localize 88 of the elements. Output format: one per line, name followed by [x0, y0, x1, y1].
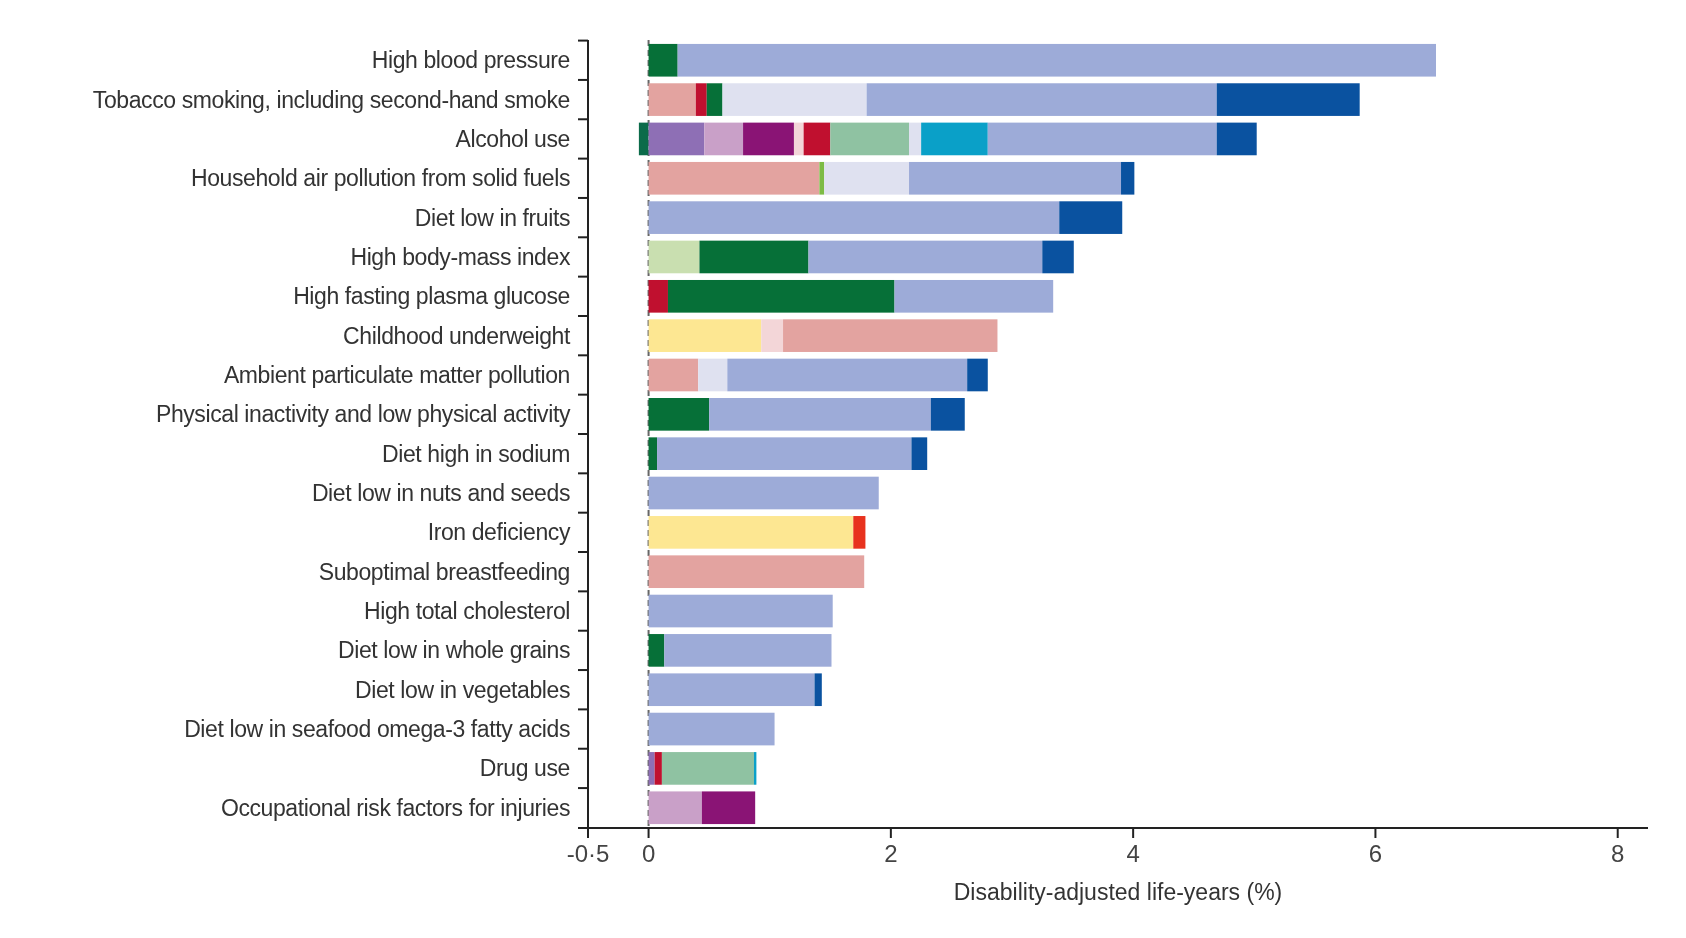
bar: [824, 161, 910, 195]
bar: [987, 122, 1217, 156]
y-tick-label: Tobacco smoking, including second-hand smoke: [92, 86, 570, 113]
y-tick-label: Childhood underweight: [343, 322, 571, 349]
bar: [706, 83, 723, 116]
y-tick-label: Alcohol use: [455, 125, 570, 152]
bar: [701, 791, 756, 825]
bar: [648, 712, 775, 746]
bar: [648, 476, 879, 510]
bar: [648, 161, 820, 195]
bar: [727, 358, 968, 392]
bar: [967, 358, 988, 392]
bar: [648, 516, 854, 549]
bar: [648, 279, 668, 313]
bar: [667, 279, 895, 313]
bar: [921, 122, 988, 156]
bar: [648, 201, 1060, 234]
bar: [695, 83, 707, 116]
bar: [648, 555, 865, 589]
bar: [793, 122, 804, 156]
y-tick-label: Diet low in nuts and seeds: [311, 480, 570, 507]
y-tick-label: Diet low in whole grains: [337, 637, 570, 664]
bar: [894, 279, 1054, 313]
y-tick-label: Diet low in fruits: [414, 204, 570, 231]
x-tick-label: 4: [1126, 840, 1140, 867]
y-tick-label: High fasting plasma glucose: [293, 283, 570, 310]
bar: [648, 791, 702, 825]
bar: [648, 240, 700, 274]
y-tick-label: High total cholesterol: [364, 598, 570, 625]
bar: [648, 673, 815, 707]
bar: [808, 240, 1043, 274]
y-tick-label: Diet low in seafood omega-3 fatty acids: [184, 716, 570, 743]
y-tick-label: High body-mass index: [350, 244, 571, 271]
bar: [648, 43, 678, 77]
x-tick-label: 2: [884, 840, 898, 867]
bar: [853, 516, 866, 549]
bar: [648, 358, 699, 392]
y-tick-label: Occupational risk factors for injuries: [220, 794, 570, 821]
x-axis-title: Disability-adjusted life-years (%): [953, 879, 1283, 905]
bar: [664, 634, 832, 667]
bar: [909, 161, 1122, 195]
bar: [830, 122, 910, 156]
x-tick-label: 8: [1611, 840, 1625, 867]
y-tick-label: Physical inactivity and low physical activity: [155, 401, 571, 428]
bar: [761, 319, 784, 352]
bar: [814, 673, 822, 707]
bar: [909, 122, 922, 156]
bar: [657, 437, 912, 470]
bar: [648, 398, 710, 431]
bar: [654, 752, 662, 785]
bar: [1121, 161, 1135, 195]
bar: [677, 43, 1436, 77]
bar: [743, 122, 794, 156]
bar: [709, 398, 931, 431]
bar: [648, 634, 665, 667]
bar: [930, 398, 965, 431]
bar: [648, 594, 833, 628]
bar: [803, 122, 831, 156]
y-tick-label: Household air pollution from solid fuels: [190, 165, 570, 192]
x-tick-label: -0·5: [566, 840, 610, 867]
bar: [722, 83, 867, 116]
bar: [1216, 83, 1360, 116]
x-tick-label: 0: [641, 840, 656, 867]
y-tick-label: High blood pressure: [371, 47, 570, 74]
y-tick-label: Iron deficiency: [427, 519, 571, 546]
bar: [638, 122, 649, 156]
x-tick-label: 6: [1368, 840, 1383, 867]
y-tick-label: Suboptimal breastfeeding: [318, 558, 570, 585]
bar: [648, 122, 705, 156]
bar: [1059, 201, 1123, 234]
bar: [698, 358, 728, 392]
y-tick-label: Diet low in vegetables: [355, 676, 570, 703]
bar: [1042, 240, 1074, 274]
bar: [648, 752, 655, 785]
bar: [1216, 122, 1257, 156]
bar: [699, 240, 809, 274]
bar: [704, 122, 744, 156]
bar: [783, 319, 998, 352]
bar: [648, 437, 658, 470]
bar: [648, 319, 762, 352]
bar: [911, 437, 928, 470]
bar: [661, 752, 754, 785]
y-tick-label: Diet high in sodium: [381, 440, 570, 467]
bar: [648, 83, 696, 116]
y-tick-label: Ambient particulate matter pollution: [223, 362, 570, 389]
bar: [819, 161, 825, 195]
y-tick-label: Drug use: [479, 755, 570, 782]
bar: [866, 83, 1217, 116]
